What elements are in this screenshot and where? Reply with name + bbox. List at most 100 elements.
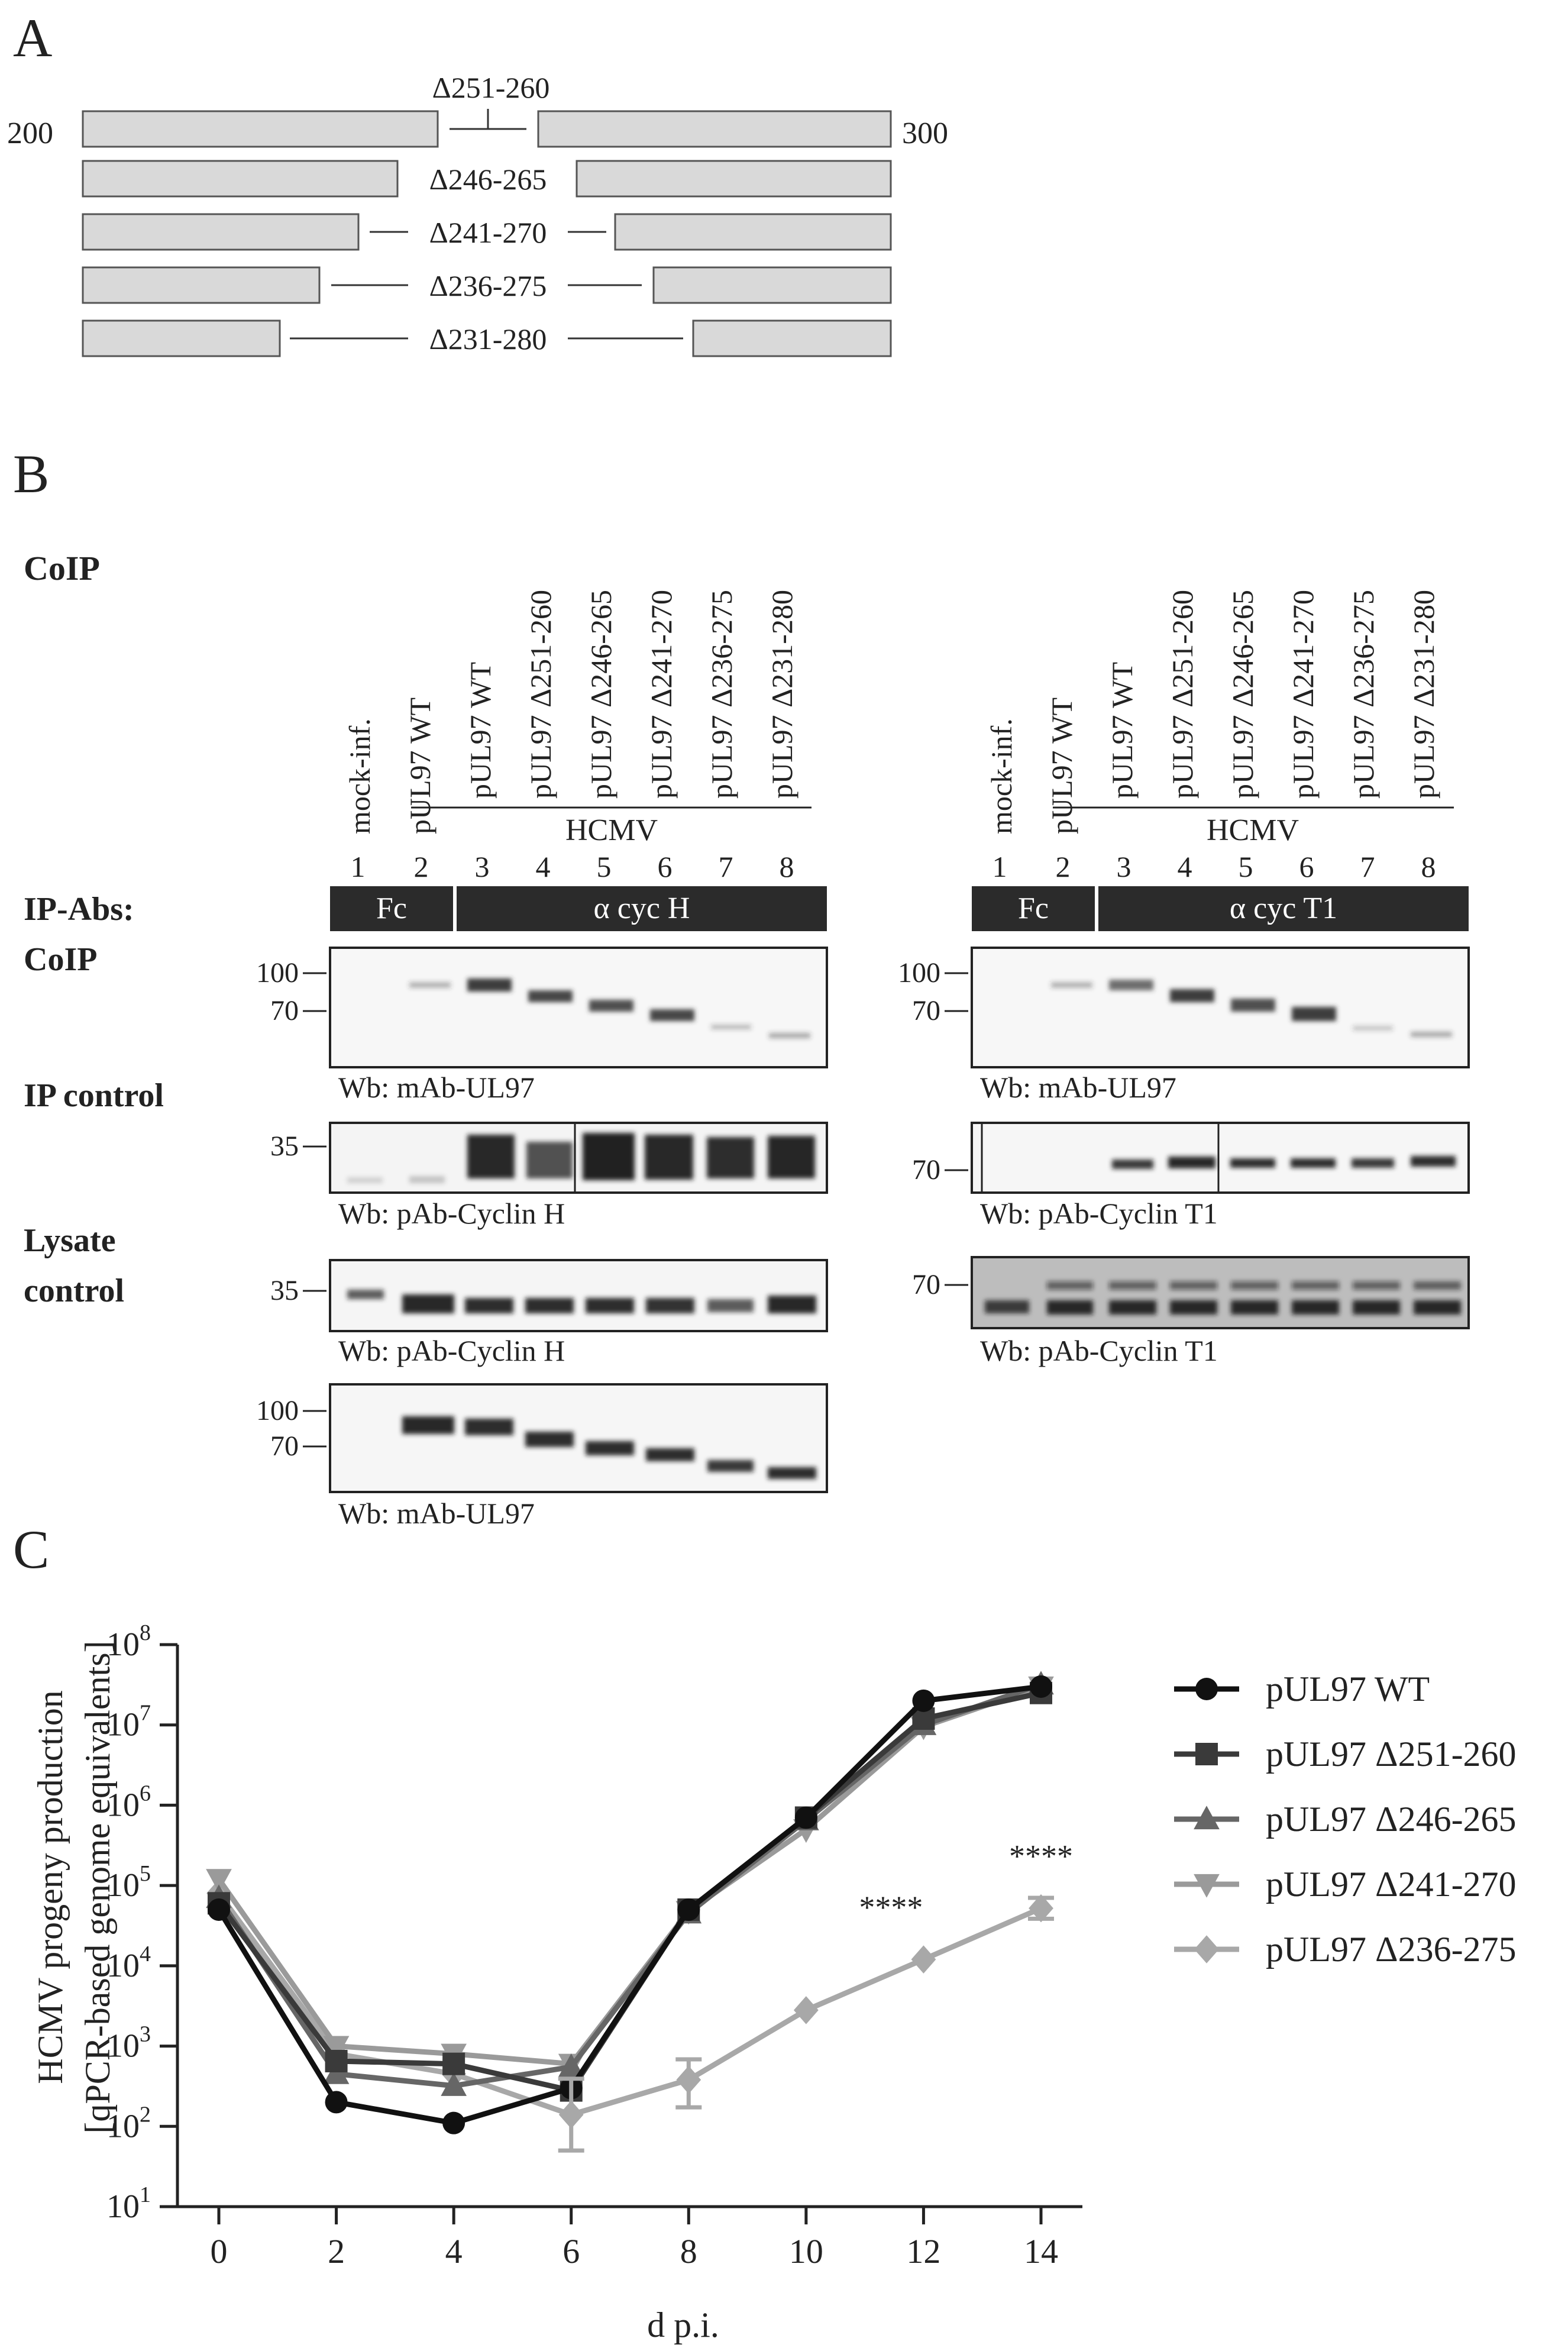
legend-label: pUL97 WT	[1266, 1669, 1430, 1709]
data-point	[1195, 1743, 1218, 1765]
band	[409, 1176, 445, 1183]
data-point	[1195, 1678, 1218, 1700]
band	[525, 1298, 574, 1313]
legend-label: pUL97 Δ251-260	[1266, 1735, 1517, 1774]
deletion-label: Δ236-275	[429, 269, 547, 302]
x-tick-label: 2	[328, 2232, 345, 2271]
lane-label: pUL97 WT	[403, 697, 437, 834]
mw-marker: 100	[256, 1395, 299, 1426]
western-blot-label: Wb: pAb-Cyclin T1	[980, 1334, 1218, 1367]
data-point	[912, 1689, 935, 1712]
band	[646, 1298, 694, 1313]
fc-label: Fc	[1018, 892, 1049, 925]
band	[409, 982, 451, 988]
y-axis-title: HCMV progeny production	[31, 1690, 70, 2084]
band	[1353, 1281, 1400, 1290]
blot-bands	[1051, 980, 1452, 1037]
significance-label: ****	[1009, 1839, 1073, 1874]
data-point	[441, 2072, 467, 2096]
band	[1231, 999, 1275, 1012]
blot-cyclin-h: mock-inf. pUL97 WT pUL97 WT pUL97 Δ251-2…	[256, 590, 828, 1530]
panel-a: A 200 300 Δ251-260 Δ246-265 Δ241-270 Δ23…	[7, 8, 948, 357]
mw-marker: 70	[912, 1269, 940, 1300]
band	[1352, 1158, 1394, 1168]
y-tick-label: 101	[106, 2182, 151, 2225]
mw-marker: 70	[912, 1154, 940, 1186]
lane-label: pUL97 Δ241-270	[1286, 590, 1320, 799]
fc-label: Fc	[376, 892, 407, 925]
y-tick-label: 108	[106, 1620, 151, 1663]
antibody-label: α cyc H	[594, 892, 690, 925]
ip-abs-label: IP-Abs:	[24, 891, 134, 928]
construct-bar	[82, 266, 321, 304]
lane-number: 6	[1299, 850, 1314, 883]
ip-control-label: IP control	[24, 1077, 164, 1114]
lane-number: 8	[780, 850, 794, 883]
band	[467, 978, 512, 992]
lane-label: pUL97 Δ231-280	[765, 590, 798, 799]
series-line	[216, 1891, 1042, 2117]
band	[347, 1290, 384, 1299]
band	[467, 1135, 515, 1178]
band	[769, 1033, 810, 1038]
band	[586, 1298, 634, 1313]
western-blot-label: Wb: mAb-UL97	[338, 1071, 535, 1104]
antibody-label: α cyc T1	[1230, 892, 1337, 925]
western-blot-label: Wb: mAb-UL97	[980, 1071, 1176, 1104]
lane-label: pUL97 Δ251-260	[1166, 590, 1199, 799]
significance-label: ****	[859, 1890, 923, 1925]
lane-label: pUL97 Δ241-270	[645, 590, 678, 799]
blot-membrane	[329, 1383, 828, 1493]
data-point	[1030, 1675, 1052, 1698]
band	[347, 1177, 383, 1183]
y-tick-label: 104	[106, 1942, 151, 1984]
blot-bands	[402, 1416, 816, 1479]
band	[768, 1136, 815, 1178]
lane-number: 1	[351, 850, 366, 883]
band	[1047, 1281, 1093, 1290]
fc-bar	[330, 886, 453, 931]
data-point	[442, 2111, 465, 2134]
band	[526, 1142, 573, 1178]
panel-c-letter: C	[13, 1519, 49, 1580]
antibody-bar	[1098, 886, 1469, 931]
construct-bar	[82, 213, 360, 251]
blot-membrane	[971, 947, 1470, 1068]
data-point	[442, 2052, 465, 2075]
construct-bar	[614, 213, 892, 251]
panel-a-letter: A	[13, 8, 52, 68]
data-point	[911, 1945, 936, 1974]
chart-plot-area: 101 102 103 104 105 106 107 108 0 2 4 6 8 10 12 14 **** *…	[106, 1620, 1082, 2271]
lane-number: 3	[475, 850, 490, 883]
blot-membrane	[971, 1256, 1470, 1329]
band	[707, 1299, 754, 1312]
y-tick-label: 106	[106, 1781, 151, 1823]
band	[1170, 1281, 1217, 1290]
data-point	[1194, 1874, 1220, 1898]
blot-bands	[1112, 1156, 1456, 1169]
band	[402, 1416, 454, 1434]
western-blot-label: Wb: mAb-UL97	[338, 1497, 535, 1530]
band	[650, 1009, 694, 1021]
scale-end-label: 300	[902, 117, 948, 150]
mw-marker: 70	[270, 1430, 299, 1462]
band	[1411, 1156, 1456, 1167]
lysate-label: Lysate	[24, 1222, 116, 1259]
western-blot-label: Wb: pAb-Cyclin H	[338, 1197, 565, 1230]
band	[707, 1460, 754, 1472]
blot-bands	[985, 1281, 1461, 1315]
blot-membrane	[971, 1122, 1470, 1194]
blot-bands	[347, 1133, 815, 1183]
data-point	[1194, 1935, 1219, 1964]
band	[707, 1137, 754, 1178]
band	[1231, 1281, 1278, 1290]
band	[1047, 1300, 1093, 1315]
construct-bar	[692, 319, 892, 357]
band	[1231, 1300, 1278, 1315]
x-axis-title: d p.i.	[647, 2305, 719, 2344]
series-line	[216, 1681, 1042, 2089]
western-blot-label: Wb: pAb-Cyclin T1	[980, 1197, 1218, 1230]
data-point	[794, 1806, 817, 1829]
band	[402, 1294, 454, 1313]
data-point	[325, 2049, 348, 2072]
